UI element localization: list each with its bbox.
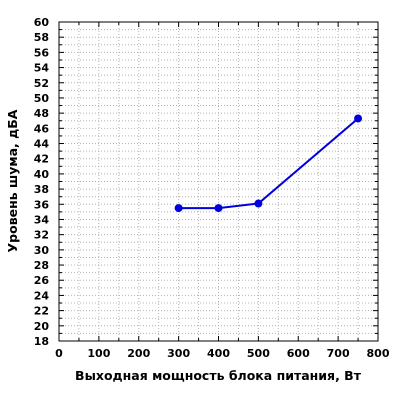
y-tick-label: 48	[34, 107, 49, 120]
y-tick-label: 50	[34, 92, 50, 105]
y-tick-label: 20	[34, 320, 50, 333]
x-axis-title: Выходная мощность блока питания, Вт	[75, 368, 362, 383]
x-tick-label: 100	[87, 347, 110, 360]
y-tick-label: 34	[34, 213, 50, 226]
y-tick-label: 36	[34, 198, 50, 211]
y-tick-label: 40	[34, 168, 50, 181]
plot-frame	[58, 21, 379, 342]
x-tick-label: 600	[287, 347, 310, 360]
data-point	[354, 114, 363, 123]
data-point	[254, 199, 263, 208]
y-tick-label: 54	[34, 62, 50, 75]
y-axis-title: Уровень шума, дБА	[5, 109, 20, 252]
y-tick-label: 30	[34, 244, 50, 257]
y-tick-label: 32	[34, 229, 49, 242]
axes	[58, 21, 379, 342]
y-tick-label: 58	[34, 31, 49, 44]
x-tick-label: 200	[127, 347, 150, 360]
y-tick-label: 60	[34, 16, 50, 29]
series-line	[178, 117, 359, 210]
y-tick-label: 42	[34, 153, 49, 166]
series-group	[174, 114, 363, 213]
tick-labels: 0 100 200 300 400 500 600 700 800 18 20 22 24 26 28 30 3…	[34, 16, 390, 360]
y-tick-label: 56	[34, 46, 50, 59]
x-tick-label: 300	[167, 347, 190, 360]
y-tick-label: 52	[34, 77, 49, 90]
x-tick-label: 800	[367, 347, 390, 360]
grid	[59, 22, 378, 341]
x-tick-label: 700	[327, 347, 350, 360]
y-tick-label: 24	[34, 289, 50, 302]
y-tick-label: 26	[34, 274, 50, 287]
y-tick-label: 44	[34, 138, 50, 151]
x-tick-label: 500	[247, 347, 270, 360]
y-tick-label: 28	[34, 259, 49, 272]
x-tick-label: 0	[55, 347, 63, 360]
x-tick-label: 400	[207, 347, 230, 360]
y-tick-label: 18	[34, 335, 49, 348]
y-tick-label: 22	[34, 305, 49, 318]
data-point	[174, 204, 183, 213]
y-tick-label: 38	[34, 183, 49, 196]
y-tick-label: 46	[34, 122, 50, 135]
data-point	[214, 204, 223, 213]
